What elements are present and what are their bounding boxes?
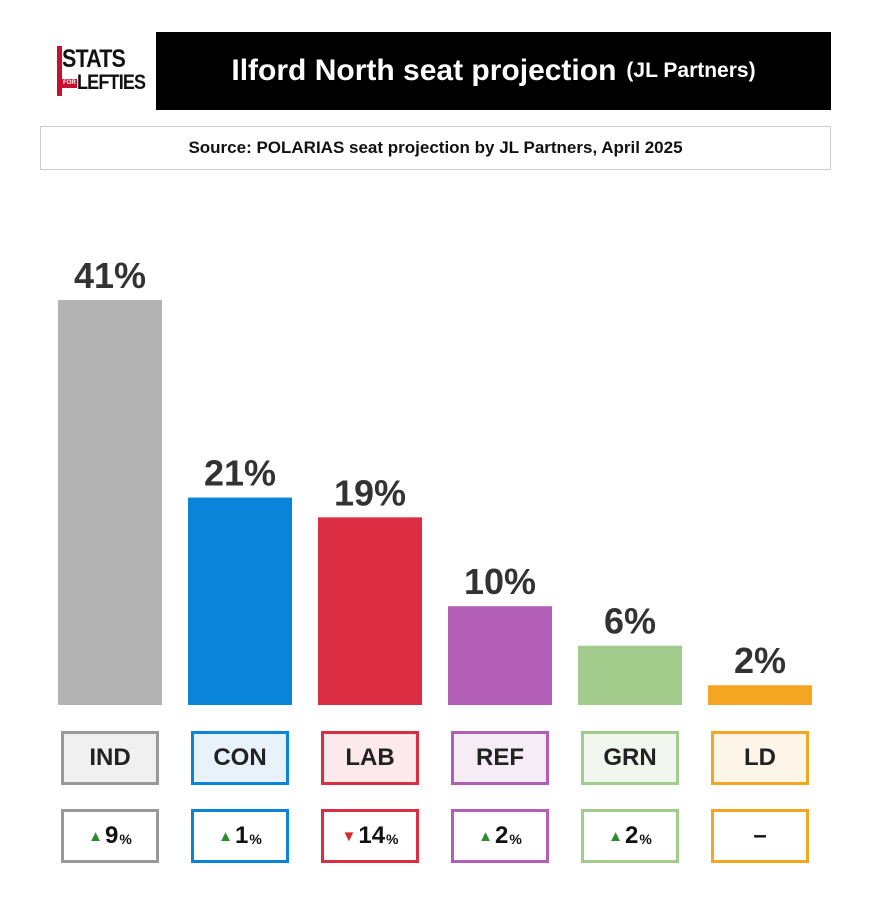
logo-text-lefties: LEFTIES — [76, 71, 146, 94]
up-arrow-icon: ▲ — [608, 827, 624, 845]
bar-ld — [708, 685, 812, 705]
change-con: ▲ 1% — [191, 809, 289, 863]
change-value: 2 — [495, 822, 509, 849]
bar-chart: 41% 21% 19% 10% 6% 2% — [58, 255, 812, 705]
source-note: Source: POLARIAS seat projection by JL P… — [40, 126, 831, 170]
bar-ind — [58, 300, 162, 705]
party-label-ld: LD — [711, 731, 809, 785]
up-arrow-icon: ▲ — [478, 827, 494, 845]
bar-grn — [578, 645, 682, 705]
bar-ref — [448, 606, 552, 705]
chart-title: Ilford North seat projection (JL Partner… — [156, 32, 831, 110]
change-value: 2 — [625, 822, 639, 849]
chart-title-main: Ilford North seat projection — [231, 54, 617, 87]
party-label-ref: REF — [451, 731, 549, 785]
party-label-ind: IND — [61, 731, 159, 785]
data-label-ind: 41% — [74, 255, 146, 296]
stats-for-lefties-logo: STATS FORLEFTIES — [57, 45, 146, 98]
data-label-ref: 10% — [464, 561, 536, 602]
up-arrow-icon: ▲ — [218, 827, 234, 845]
data-label-con: 21% — [204, 453, 276, 494]
logo-bar — [57, 46, 62, 96]
change-unit: % — [509, 830, 522, 847]
party-label-lab: LAB — [321, 731, 419, 785]
change-grn: ▲ 2% — [581, 809, 679, 863]
change-ref: ▲ 2% — [451, 809, 549, 863]
change-unit: % — [639, 830, 652, 847]
change-value: 14 — [358, 822, 386, 849]
chart-title-sub: (JL Partners) — [626, 59, 756, 82]
up-arrow-icon: ▲ — [88, 827, 104, 845]
change-unit: % — [386, 830, 399, 847]
party-label-grn: GRN — [581, 731, 679, 785]
change-value: 9 — [105, 822, 119, 849]
logo-text-top: STATS — [62, 45, 126, 73]
change-value: – — [753, 822, 767, 849]
bar-con — [188, 497, 292, 705]
data-label-grn: 6% — [604, 601, 656, 642]
change-value: 1 — [235, 822, 249, 849]
bar-lab — [318, 517, 422, 705]
logo-text-bottom: FORLEFTIES — [62, 72, 156, 94]
change-unit: % — [249, 830, 262, 847]
data-label-lab: 19% — [334, 472, 406, 513]
logo-text-small: FOR — [62, 78, 77, 88]
change-ind: ▲ 9% — [61, 809, 159, 863]
change-lab: ▼ 14% — [321, 809, 419, 863]
party-label-con: CON — [191, 731, 289, 785]
down-arrow-icon: ▼ — [341, 827, 357, 845]
data-label-ld: 2% — [734, 640, 786, 681]
change-unit: % — [119, 830, 132, 847]
change-ld: – — [711, 809, 809, 863]
